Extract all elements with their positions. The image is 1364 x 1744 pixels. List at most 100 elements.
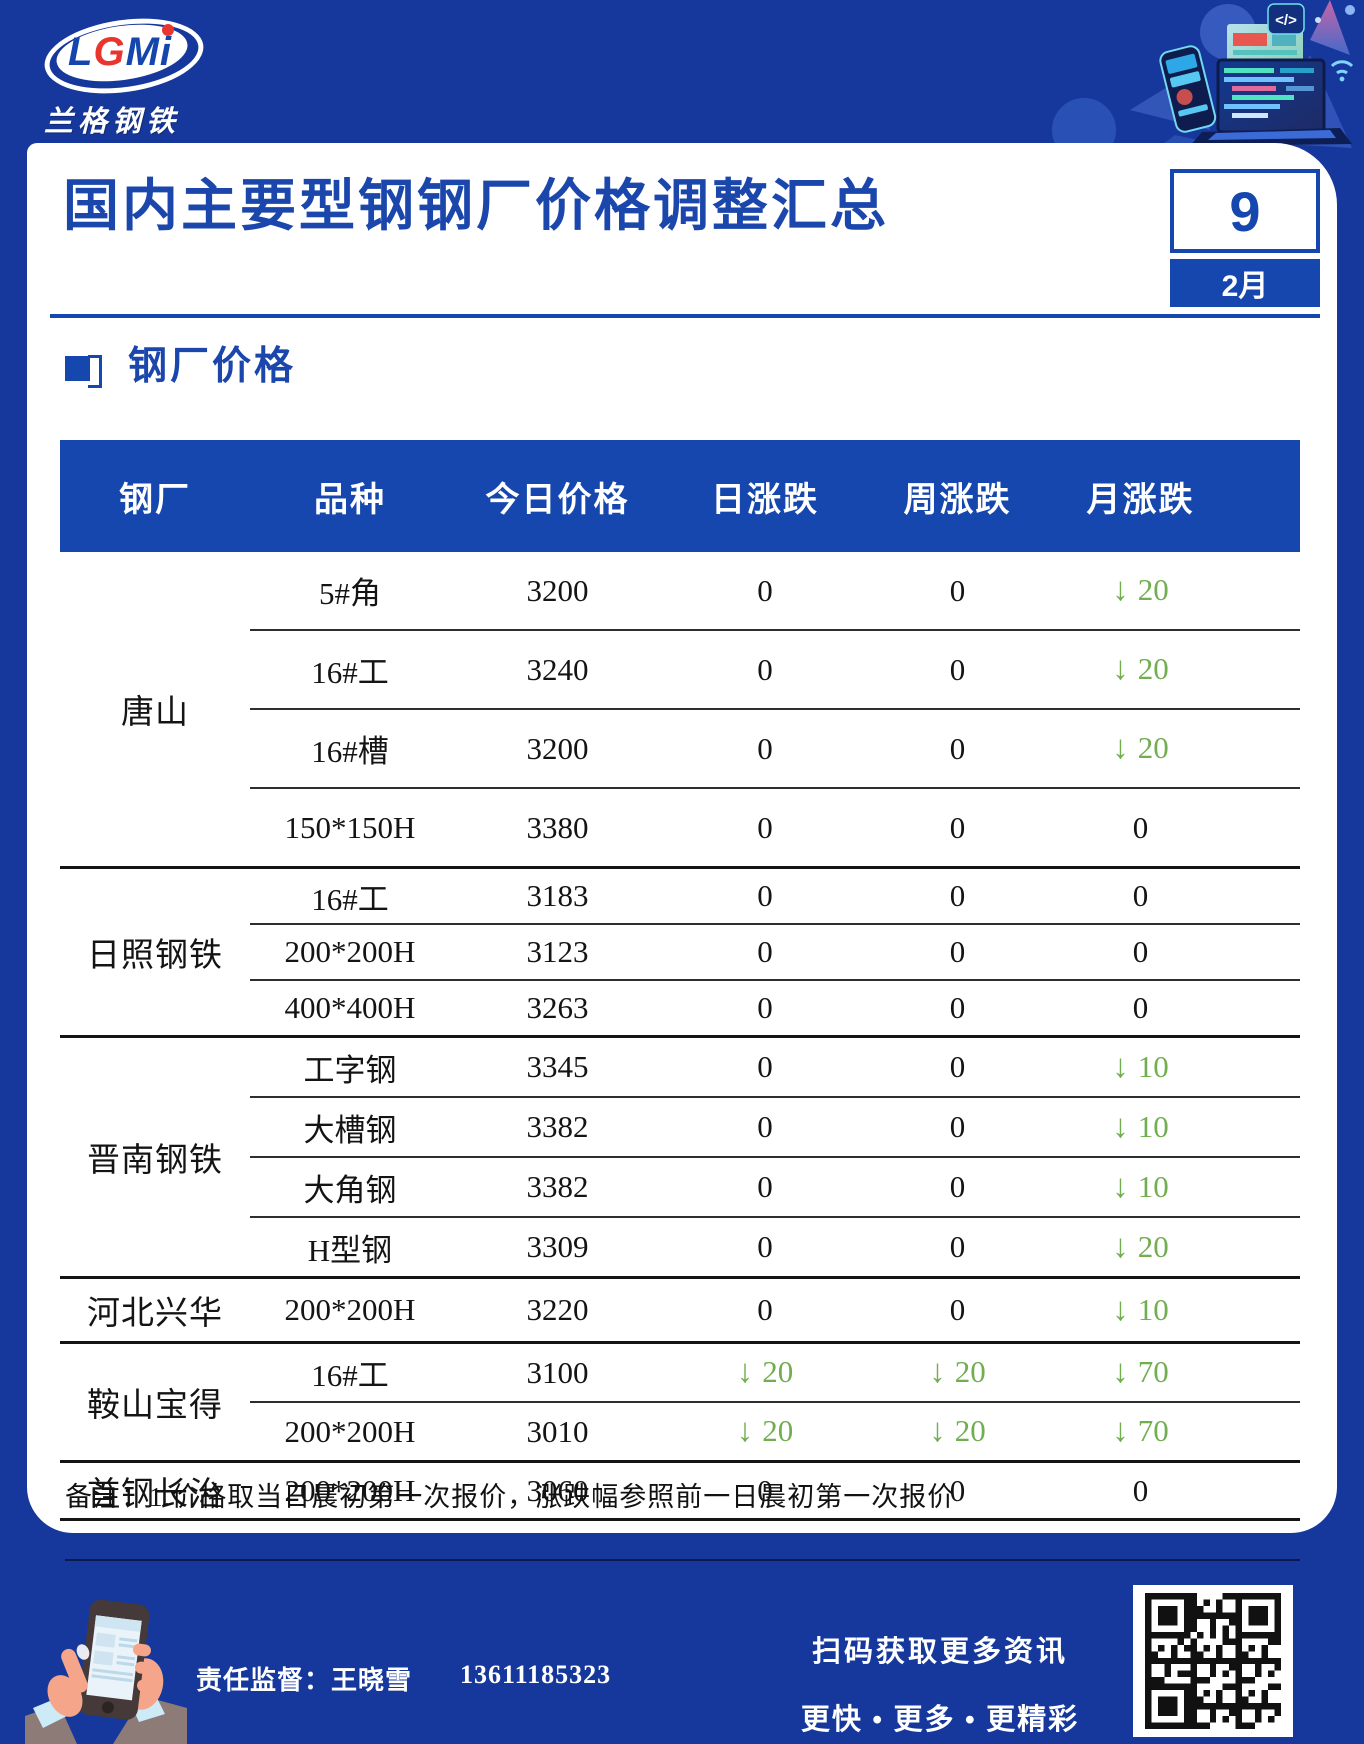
month-change-cell: 0 bbox=[1050, 866, 1300, 924]
price-cell: 3345 bbox=[450, 1035, 665, 1097]
qr-code bbox=[1133, 1585, 1293, 1737]
price-cell: 3183 bbox=[450, 866, 665, 924]
supervisor-label: 责任监督：王晓雪 bbox=[196, 1666, 413, 1695]
column-header: 今日价格 bbox=[450, 440, 665, 552]
price-cell: 3010 bbox=[450, 1401, 665, 1462]
down-arrow-icon: ↓ bbox=[736, 1354, 754, 1390]
table-header-row: 钢厂 品种 今日价格 日涨跌 周涨跌 月涨跌 bbox=[60, 440, 1300, 552]
price-cell: 3380 bbox=[450, 787, 665, 868]
down-arrow-icon: ↓ bbox=[1112, 1168, 1129, 1205]
title-divider bbox=[50, 314, 1320, 318]
price-table: 钢厂 品种 今日价格 日涨跌 周涨跌 月涨跌 唐山 5#角 3200 0 0 ↓ 20 16#工 3240… bbox=[60, 440, 1300, 1521]
smartphone-icon bbox=[1159, 45, 1217, 133]
week-change-cell: 0 bbox=[865, 866, 1050, 924]
day-change-cell: 0 bbox=[665, 923, 865, 980]
down-arrow-icon: ↓ bbox=[1112, 1048, 1129, 1085]
table-row: 唐山 5#角 3200 0 0 ↓ 20 bbox=[60, 552, 1300, 731]
week-change-cell: 0 bbox=[865, 708, 1050, 788]
brand-name: 兰格钢铁 bbox=[44, 106, 181, 138]
week-change-cell: 0 bbox=[865, 1096, 1050, 1157]
down-arrow-icon: ↓ bbox=[1112, 651, 1129, 687]
price-cell: 3263 bbox=[450, 979, 665, 1037]
price-cell: 3200 bbox=[450, 708, 665, 788]
scan-line2: 更快 • 更多 • 更精彩 bbox=[800, 1704, 1080, 1736]
table-row: 晋南钢铁 工字钢 3345 0 0 ↓ 10 bbox=[60, 1035, 1300, 1278]
product-cell: 16#工 bbox=[250, 1341, 450, 1402]
product-cell: 大角钢 bbox=[250, 1156, 450, 1217]
month-change-cell: ↓ 20 bbox=[1112, 572, 1169, 608]
month-change-cell: 0 bbox=[1050, 787, 1300, 868]
day-change-cell: 0 bbox=[757, 572, 773, 608]
down-arrow-icon: ↓ bbox=[1112, 1108, 1129, 1145]
down-arrow-icon: ↓ bbox=[1112, 1228, 1129, 1265]
footer-divider bbox=[65, 1559, 1300, 1561]
date-day: 9 bbox=[1170, 169, 1320, 253]
week-change-cell: 0 bbox=[865, 629, 1050, 709]
factory-cell: 晋南钢铁 bbox=[60, 1035, 250, 1278]
column-header: 月涨跌 bbox=[1050, 440, 1300, 552]
code-badge-label: </> bbox=[1275, 12, 1297, 29]
qr-code-grid bbox=[1145, 1593, 1281, 1729]
month-change-cell: ↓ 10 bbox=[1050, 1096, 1300, 1157]
product-cell: 16#工 bbox=[250, 629, 450, 709]
day-change-cell: 0 bbox=[665, 1096, 865, 1157]
logo-letters: LGMi bbox=[68, 30, 173, 74]
week-change-cell: 0 bbox=[865, 1216, 1050, 1278]
product-cell: 16#槽 bbox=[250, 708, 450, 788]
tech-illustration: </> bbox=[1052, 0, 1355, 150]
table-row: 鞍山宝得 16#工 3100 ↓ 20 ↓ 20 ↓ 70 bbox=[60, 1341, 1300, 1462]
price-card: 国内主要型钢钢厂价格调整汇总 9 2月 钢厂价格 钢厂 品种 今日价格 日涨跌 周涨跌月… bbox=[27, 143, 1337, 1533]
table-row: 大角钢 3382 0 0 ↓ 10 bbox=[60, 1156, 1300, 1217]
week-change-cell: 0 bbox=[865, 1035, 1050, 1097]
day-change-cell: 0 bbox=[665, 1216, 865, 1278]
day-change-cell: 0 bbox=[665, 1460, 865, 1521]
table-body: 唐山 5#角 3200 0 0 ↓ 20 16#工 3240 0 0 ↓ 20 16#槽 3200 0 0 ↓ 20… bbox=[60, 552, 1300, 1521]
month-change-cell: ↓ 10 bbox=[1050, 1276, 1300, 1343]
product-cell: 200*200H bbox=[250, 923, 450, 980]
product-cell: 400*400H bbox=[250, 979, 450, 1037]
week-change-cell: 0 bbox=[949, 572, 966, 608]
month-change-cell: ↓ 20 bbox=[1050, 708, 1300, 788]
month-change-cell: ↓ 20 bbox=[1050, 1216, 1300, 1278]
column-header: 品种 bbox=[250, 440, 450, 552]
table-row: 400*400H 3263 0 0 0 bbox=[60, 979, 1300, 1037]
week-change-cell: 0 bbox=[865, 979, 1050, 1037]
product-cell: 200*200H bbox=[250, 1460, 450, 1521]
section-header: 钢厂价格 bbox=[65, 335, 296, 391]
week-change-cell: 0 bbox=[865, 787, 1050, 868]
down-arrow-icon: ↓ bbox=[929, 1413, 946, 1449]
table-row: 日照钢铁 16#工 3183 0 0 0 bbox=[60, 866, 1300, 1037]
lgmi-logo: LGMi 兰格钢铁 bbox=[39, 9, 234, 140]
week-change-cell: 0 bbox=[865, 1460, 1050, 1521]
factory-cell: 鞍山宝得 bbox=[60, 1341, 250, 1462]
price-cell: 3240 bbox=[450, 629, 665, 709]
day-change-cell: 0 bbox=[665, 629, 865, 709]
table-row: 大槽钢 3382 0 0 ↓ 10 bbox=[60, 1096, 1300, 1157]
table-row: 200*200H 3123 0 0 0 bbox=[60, 923, 1300, 980]
product-cell: 大槽钢 bbox=[250, 1096, 450, 1157]
month-change-cell: ↓ 70 bbox=[1050, 1341, 1300, 1402]
factory-cell: 唐山 bbox=[121, 695, 189, 731]
price-cell: 3220 bbox=[450, 1276, 665, 1343]
day-change-cell: 0 bbox=[665, 979, 865, 1037]
supervisor-phone: 13611185323 bbox=[460, 1660, 612, 1689]
price-cell: 3382 bbox=[450, 1156, 665, 1217]
section-square-icon bbox=[65, 355, 90, 381]
lgmi-logo-oval: LGMi bbox=[39, 9, 209, 103]
scan-line1: 扫码获取更多资讯 bbox=[811, 1636, 1068, 1668]
section-bracket-icon bbox=[88, 354, 102, 388]
down-arrow-icon: ↓ bbox=[1112, 730, 1129, 766]
month-change-cell: ↓ 10 bbox=[1050, 1156, 1300, 1217]
day-change-cell: ↓ 20 bbox=[665, 1401, 865, 1462]
table-row: 首钢长治 200*200H 3060 0 0 0 bbox=[60, 1460, 1300, 1521]
month-change-cell: ↓ 10 bbox=[1050, 1035, 1300, 1097]
table-row: H型钢 3309 0 0 ↓ 20 bbox=[60, 1216, 1300, 1278]
down-arrow-icon: ↓ bbox=[1112, 1291, 1129, 1328]
month-change-cell: 0 bbox=[1050, 1460, 1300, 1521]
down-arrow-icon: ↓ bbox=[1112, 572, 1129, 608]
table-row: 河北兴华 200*200H 3220 0 0 ↓ 10 bbox=[60, 1276, 1300, 1343]
down-arrow-icon: ↓ bbox=[929, 1354, 946, 1390]
day-change-cell: ↓ 20 bbox=[665, 1341, 865, 1402]
factory-cell: 日照钢铁 bbox=[60, 866, 250, 1037]
day-change-cell: 0 bbox=[665, 1276, 865, 1343]
